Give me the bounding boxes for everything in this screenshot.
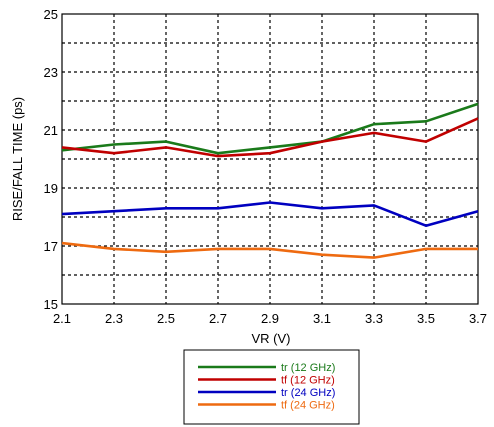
legend-label-1: tf (12 GHz) — [281, 375, 335, 387]
legend-box — [183, 349, 360, 425]
x-tick-label: 2.1 — [53, 311, 71, 326]
plot-area-frame — [61, 13, 479, 305]
x-axis-title: VR (V) — [252, 331, 291, 346]
y-axis-ticks: 15 17 19 21 23 25 — [44, 7, 58, 312]
x-tick-label: 3.3 — [365, 311, 383, 326]
grid-lines — [62, 14, 478, 304]
chart-legend: tr (12 GHz)tf (12 GHz)tr (24 GHz)tf (24 … — [183, 349, 360, 425]
series-line-0 — [61, 102, 479, 155]
x-tick-label: 3.7 — [469, 311, 487, 326]
x-tick-label: 3.1 — [313, 311, 331, 326]
y-axis-title: RISE/FALL TIME (ps) — [10, 97, 25, 221]
legend-label-0: tr (12 GHz) — [281, 362, 335, 374]
series-line-1 — [61, 117, 479, 158]
x-tick-label: 2.7 — [209, 311, 227, 326]
x-tick-label: 2.3 — [105, 311, 123, 326]
x-tick-label: 2.5 — [157, 311, 175, 326]
y-tick-label: 21 — [44, 123, 58, 138]
series-lines — [61, 102, 479, 259]
y-tick-label: 19 — [44, 181, 58, 196]
x-tick-label: 2.9 — [261, 311, 279, 326]
y-tick-label: 17 — [44, 239, 58, 254]
y-tick-label: 25 — [44, 7, 58, 22]
series-line-3 — [61, 241, 478, 259]
legend-label-3: tf (24 GHz) — [281, 400, 335, 412]
x-tick-label: 3.5 — [417, 311, 435, 326]
series-line-2 — [61, 201, 479, 227]
y-tick-label: 15 — [44, 297, 58, 312]
x-axis-ticks: 2.1 2.3 2.5 2.7 2.9 3.1 3.3 3.5 3.7 — [53, 311, 487, 326]
legend-label-2: tr (24 GHz) — [281, 387, 335, 399]
y-tick-label: 23 — [44, 65, 58, 80]
